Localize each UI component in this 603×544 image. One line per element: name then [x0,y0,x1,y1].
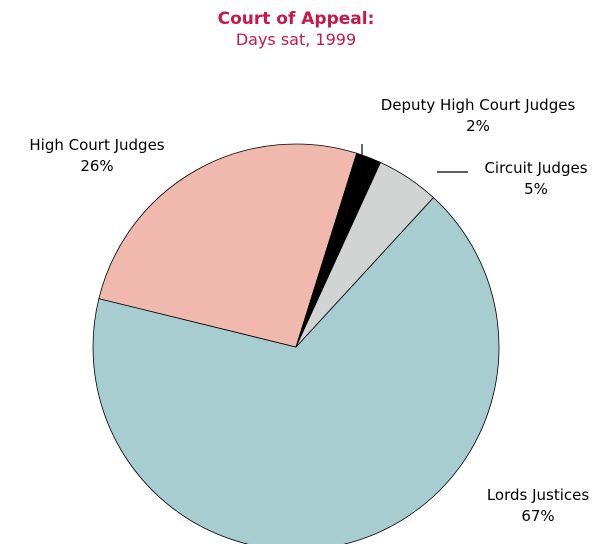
pie-slice [92,197,500,544]
slice-label: Lords Justices [487,486,590,504]
slice-label: Deputy High Court Judges [381,96,576,114]
slice-value-label: 5% [524,180,548,198]
pie-slice [295,161,434,348]
chart-subtitle: Days sat, 1999 [236,30,356,49]
slice-value-label: 2% [466,117,490,135]
slice-value-label: 26% [80,157,113,175]
slice-label: High Court Judges [29,136,164,154]
slice-value-label: 67% [521,507,554,525]
pie-slice [98,143,358,348]
slice-label: Circuit Judges [484,159,587,177]
chart-title: Court of Appeal: [218,9,375,29]
